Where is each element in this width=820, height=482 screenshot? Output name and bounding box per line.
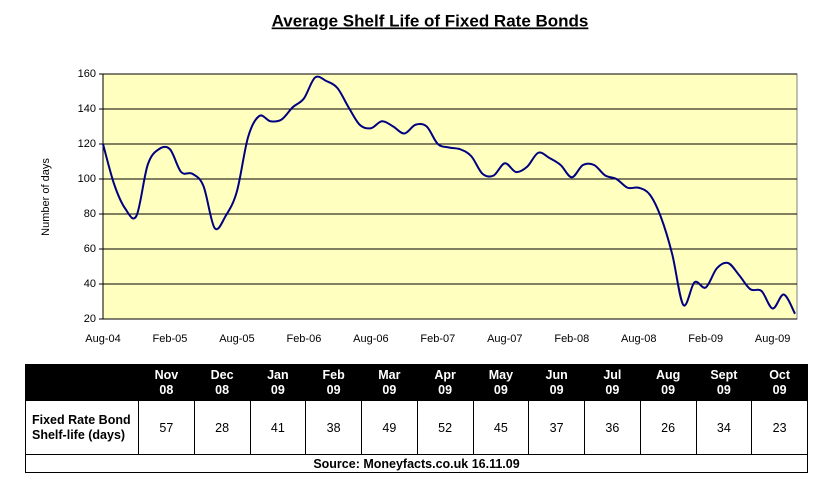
table-value: 26 — [639, 400, 697, 455]
y-tick-label: 80 — [84, 208, 96, 220]
row-label: Fixed Rate Bond Shelf-life (days) — [25, 400, 139, 455]
column-header: Jun 09 — [528, 364, 585, 401]
column-header-text: Mar 09 — [378, 367, 401, 397]
column-header: Jul 09 — [584, 364, 641, 401]
y-tick-label: 140 — [78, 103, 96, 115]
column-header-text: Jan 09 — [267, 367, 289, 397]
x-tick-label: Aug-04 — [85, 333, 120, 345]
y-tick-label: 100 — [78, 173, 96, 185]
x-tick-label: Aug-08 — [621, 333, 656, 345]
chart: Average Shelf Life of Fixed Rate Bonds N… — [40, 11, 798, 345]
table-value: 57 — [138, 400, 195, 455]
table-value: 23 — [751, 400, 808, 455]
data-table: Nov 08 Dec 08 Jan 09 Feb 09 Mar 09 Apr 09 May … — [25, 364, 808, 473]
column-header: Jan 09 — [249, 364, 307, 401]
table-value: 45 — [472, 400, 530, 455]
y-tick-label: 120 — [78, 138, 96, 150]
chart-title: Average Shelf Life of Fixed Rate Bonds — [272, 11, 589, 30]
column-header: Feb 09 — [305, 364, 362, 401]
column-header: Aug 09 — [639, 364, 697, 401]
header-row: Nov 08 Dec 08 Jan 09 Feb 09 Mar 09 Apr 09 May … — [25, 364, 808, 401]
x-tick-label: Aug-07 — [487, 333, 522, 345]
source-row: Source: Moneyfacts.co.uk 16.11.09 — [25, 454, 808, 473]
column-header-text: Aug 09 — [655, 367, 681, 397]
x-tick-label: Feb-09 — [688, 333, 723, 345]
x-tick-label: Aug-06 — [353, 333, 388, 345]
y-tick-label: 60 — [84, 243, 96, 255]
column-header-text: Dec 08 — [210, 367, 234, 397]
column-header-text: Jun 09 — [545, 367, 568, 397]
column-header-text: Apr 09 — [434, 367, 456, 397]
data-row: Fixed Rate Bond Shelf-life (days) 57 28 41 3… — [25, 400, 808, 455]
x-tick-label: Aug-05 — [219, 333, 254, 345]
column-header: May 09 — [472, 364, 530, 401]
x-tick-label: Feb-05 — [153, 333, 188, 345]
y-tick-label: 160 — [78, 68, 96, 80]
source: Source: Moneyfacts.co.uk 16.11.09 — [25, 454, 808, 473]
y-axis-label: Number of days — [40, 158, 52, 236]
x-tick-label: Feb-08 — [554, 333, 589, 345]
column-header-text: Feb 09 — [322, 367, 345, 397]
table-value: 38 — [305, 400, 362, 455]
table-value: 36 — [584, 400, 641, 455]
table-value: 49 — [361, 400, 418, 455]
column-header-text: Oct 09 — [769, 367, 791, 397]
column-header: Nov 08 — [138, 364, 195, 401]
column-header: Sept 09 — [695, 364, 753, 401]
column-header: Dec 08 — [193, 364, 251, 401]
column-header-text: Sept 09 — [710, 367, 738, 397]
x-tick-label: Aug-09 — [755, 333, 790, 345]
table-value: 41 — [249, 400, 307, 455]
x-tick-label: Feb-07 — [420, 333, 455, 345]
column-header: Oct 09 — [751, 364, 808, 401]
table-value: 37 — [528, 400, 585, 455]
corner-cell — [25, 364, 139, 401]
data-line — [102, 75, 796, 315]
column-header-text: May 09 — [488, 367, 514, 397]
y-tick-label: 40 — [84, 278, 96, 290]
table-value: 34 — [695, 400, 753, 455]
x-tick-label: Feb-06 — [286, 333, 321, 345]
column-header: Mar 09 — [361, 364, 418, 401]
table-value: 52 — [416, 400, 474, 455]
column-header-text: Nov 08 — [154, 367, 179, 397]
plot-area — [102, 73, 798, 320]
column-header: Apr 09 — [416, 364, 474, 401]
y-tick-label: 20 — [84, 313, 96, 325]
table-value: 28 — [193, 400, 251, 455]
column-header-text: Jul 09 — [603, 367, 622, 397]
